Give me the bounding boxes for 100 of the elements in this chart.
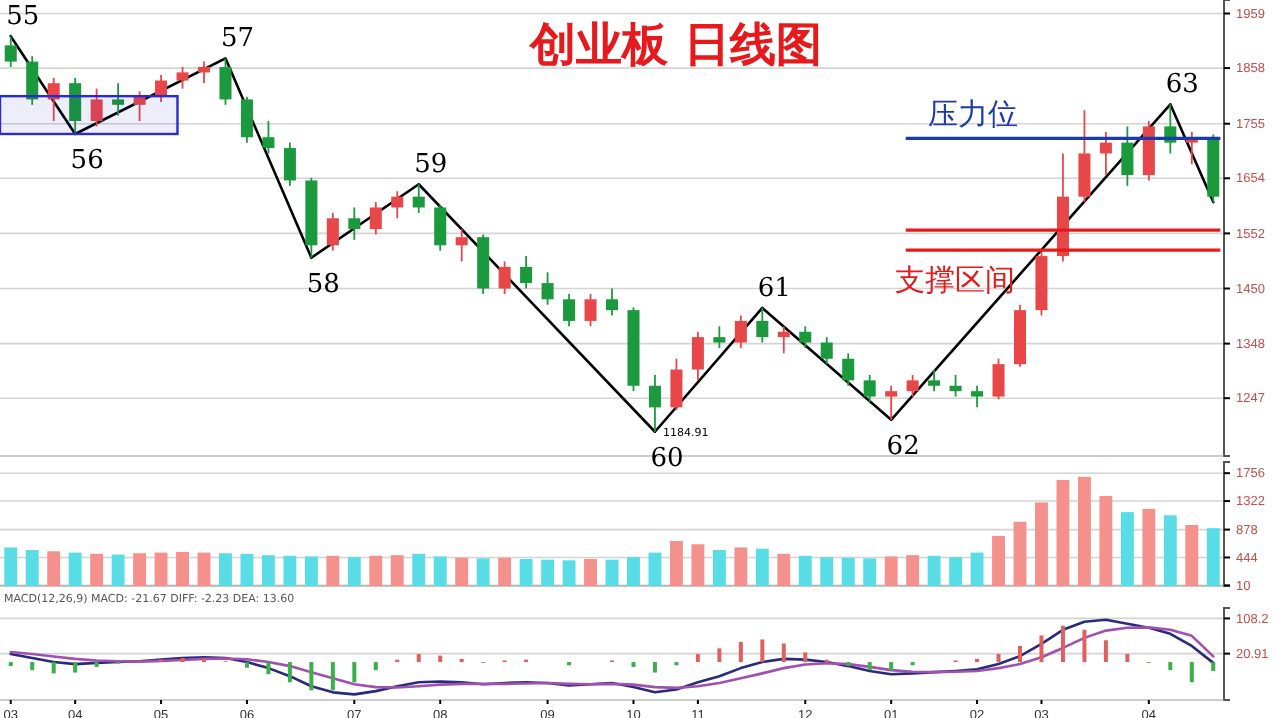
candlestick [155,74,168,104]
bar [111,554,125,586]
bar [1185,524,1199,586]
annotation: 55 [6,2,40,33]
bar [996,654,1001,663]
bar [1125,654,1130,663]
bar [176,551,189,586]
bar [519,559,533,586]
bar [1056,479,1070,586]
bar [1103,640,1108,663]
candlestick [1078,109,1091,203]
bar [390,555,404,586]
bar [219,553,232,586]
bar [369,555,383,586]
candlestick [219,57,232,106]
candlestick [605,287,619,317]
candlestick [1099,130,1112,176]
bar [734,547,748,586]
bar [476,558,490,586]
bar [51,662,56,674]
candlestick [133,90,146,122]
candlestick [863,374,876,403]
bar [562,560,576,586]
bar [584,559,597,586]
bar [781,643,786,663]
bar [820,557,834,586]
bar [648,552,662,586]
bar [1120,512,1134,586]
bar [352,662,357,683]
bar [240,553,254,586]
candlestick [4,35,17,68]
bar [1163,515,1177,586]
candlestick [262,120,275,155]
bar [605,559,619,586]
candlestick [326,211,339,252]
candlestick [928,368,941,393]
candlestick [670,357,683,411]
bar [652,662,657,673]
candlestick [47,76,60,122]
bar [1013,521,1027,586]
ref-line-label: 压力位 [928,96,1019,133]
bar [25,550,39,586]
bar [304,556,318,586]
annotation: 56 [70,145,104,176]
candlestick [648,374,661,433]
bar [326,555,340,586]
bar [455,557,469,586]
bar [717,648,722,663]
bar [373,662,378,671]
bar [992,535,1005,586]
bar [287,662,292,683]
bar [760,639,765,663]
annotation: 62 [886,431,920,462]
bar [1060,625,1065,663]
bar [695,654,700,663]
candlestick [240,95,253,144]
bar [4,547,18,586]
annotation: 61 [757,273,791,304]
candlestick [799,325,812,349]
candlestick [455,228,468,263]
bar [712,550,726,586]
bar [1211,662,1216,671]
candlestick [69,76,82,135]
bar [133,553,147,586]
bar [416,654,421,663]
bar [498,557,512,586]
bar [1142,508,1156,586]
bar [154,552,168,586]
candlestick [734,314,747,349]
candlestick [842,352,855,387]
chart-title: 创业板 日线图 [527,20,823,72]
bar [798,555,812,586]
candlestick [992,357,1005,401]
candlestick [1121,125,1134,187]
bar [30,662,35,671]
candlestick [283,141,296,187]
candlestick [197,60,211,85]
bar [244,662,249,668]
candlestick [906,374,919,398]
bar [309,662,314,691]
candlestick [26,55,39,106]
bar [261,555,275,586]
candlestick [885,384,898,421]
candlestick [434,203,447,252]
candlestick [391,190,404,220]
bar [1039,635,1044,663]
bar [755,548,769,586]
candlestick [369,201,382,236]
candlestick [412,183,425,214]
bar [433,556,447,586]
bar [197,552,211,586]
bar [1082,629,1087,663]
bar [1099,496,1113,586]
candlestick [176,66,189,90]
bar [906,555,920,586]
annotation: 60 [650,443,684,474]
bar [1035,502,1048,586]
bar [412,553,426,586]
annotation: 59 [414,150,448,181]
candlestick [584,293,597,328]
